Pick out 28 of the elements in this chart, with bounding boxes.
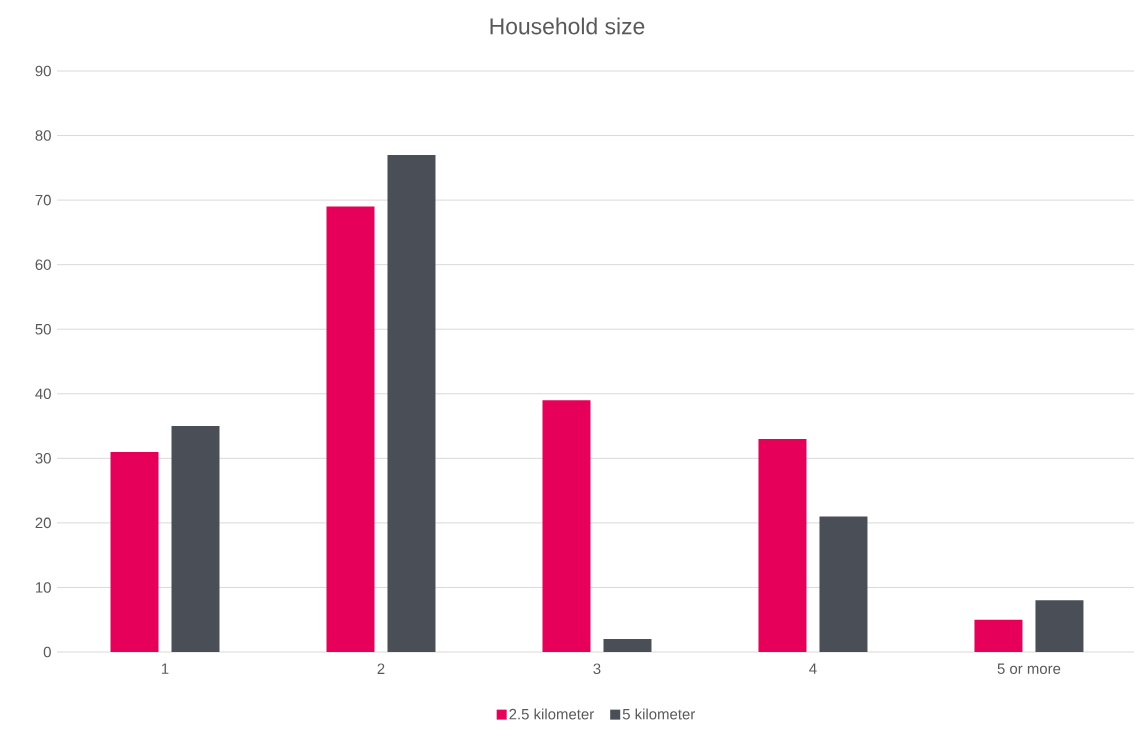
bar [1035,600,1084,652]
y-tick-label: 20 [35,517,51,529]
y-tick-label: 70 [35,194,51,206]
y-tick-label: 60 [35,259,51,270]
x-tick-label: 4 [809,663,817,674]
legend-label: 5 kilometer [622,708,695,720]
x-tick-label: 2 [377,663,385,674]
x-tick-label: 1 [161,663,169,674]
y-tick-label: 90 [35,65,51,77]
y-tick-label: 0 [43,646,51,658]
y-tick-label: 40 [35,388,51,400]
y-tick-label: 10 [36,582,51,593]
bar [758,438,807,652]
bar [171,426,220,652]
bar [326,206,375,652]
bar [974,619,1023,652]
bar [110,451,159,652]
y-tick-label: 30 [35,453,51,464]
bar [542,400,591,652]
chart-title: Household size [490,17,645,35]
bar [387,154,436,652]
x-tick-label: 5 or more [997,663,1061,674]
bar [603,639,652,652]
y-tick-label: 50 [35,323,51,335]
legend-label: 2.5 kilometer [509,708,594,720]
y-tick-label: 80 [35,130,51,141]
x-tick-label: 3 [593,663,601,675]
bar [819,516,868,652]
